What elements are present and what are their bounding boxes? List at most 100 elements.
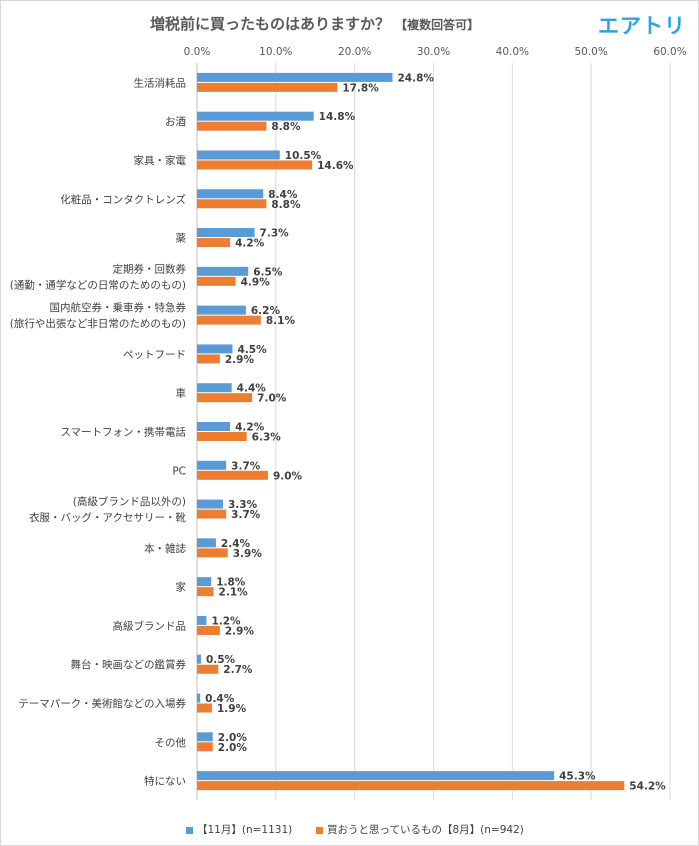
bar-series-2 <box>197 742 213 752</box>
bar-series-1 <box>197 72 393 82</box>
data-label-series-2: 2.9% <box>225 625 255 637</box>
bar-series-2 <box>197 276 236 286</box>
bar-series-2 <box>197 82 338 92</box>
data-label-series-2: 8.1% <box>266 315 296 327</box>
bar-series-1 <box>197 266 249 276</box>
bar-series-1 <box>197 577 212 587</box>
category-label: 特にない <box>144 776 186 788</box>
data-label-series-2: 14.6% <box>317 160 354 172</box>
bar-series-1 <box>197 189 264 199</box>
category-label: 化粧品・コンタクトレンズ <box>60 193 186 206</box>
x-tick-label: 60.0% <box>653 46 686 58</box>
bar-series-2 <box>197 625 220 635</box>
category-label: 衣服・バッグ・アクセサリー・靴 <box>29 511 186 524</box>
bar-series-2 <box>197 160 313 170</box>
category-label: 薬 <box>176 233 187 245</box>
data-label-series-1: 3.3% <box>228 499 258 511</box>
bar-series-2 <box>197 238 231 248</box>
data-label-series-1: 2.0% <box>218 732 248 744</box>
legend-item-series-1: 【11月】(n=1131) <box>186 822 292 837</box>
chart-title-main: 増税前に買ったものはありますか？ <box>150 15 391 33</box>
data-label-series-2: 4.2% <box>235 238 265 250</box>
bar-series-1 <box>197 654 201 664</box>
x-tick-label: 0.0% <box>184 46 211 58</box>
data-label-series-1: 3.7% <box>231 460 261 472</box>
data-label-series-2: 8.8% <box>271 199 301 211</box>
data-label-series-2: 7.0% <box>257 393 287 405</box>
data-label-series-1: 10.5% <box>285 150 322 162</box>
category-label: ペットフード <box>123 349 186 361</box>
data-label-series-2: 8.8% <box>271 121 301 133</box>
bar-series-2 <box>197 393 253 403</box>
brand-logo: エアトリ <box>598 14 686 38</box>
category-label: 舞台・映画などの鑑賞券 <box>71 658 187 671</box>
category-label: その他 <box>155 736 187 749</box>
bar-series-1 <box>197 422 231 431</box>
data-label-series-2: 2.1% <box>219 587 249 599</box>
bar-series-2 <box>197 781 625 791</box>
bar-series-2 <box>197 354 220 364</box>
bar-series-1 <box>197 383 232 393</box>
category-label: 定期券・回数券 <box>113 262 187 275</box>
data-label-series-1: 1.2% <box>211 615 241 627</box>
legend-swatch-series-1 <box>186 826 193 834</box>
data-label-series-1: 4.4% <box>237 383 267 395</box>
bar-series-1 <box>197 615 207 625</box>
data-label-series-2: 6.3% <box>252 432 282 444</box>
data-label-series-2: 54.2% <box>629 781 666 793</box>
category-label: PC <box>172 465 186 477</box>
bar-series-2 <box>197 121 267 131</box>
bar-series-2 <box>197 315 261 325</box>
data-label-series-1: 4.5% <box>237 344 267 356</box>
data-label-series-2: 9.0% <box>273 470 303 482</box>
bar-series-2 <box>197 664 219 674</box>
data-label-series-1: 0.5% <box>206 654 236 666</box>
data-label-series-1: 1.8% <box>216 577 246 589</box>
x-tick-label: 10.0% <box>259 46 292 58</box>
data-label-series-1: 6.5% <box>253 266 283 278</box>
bar-series-2 <box>197 509 227 519</box>
category-label: 生活消耗品 <box>134 76 187 89</box>
chart-title-sub: 【複数回答可】 <box>395 18 480 32</box>
data-label-series-2: 2.7% <box>223 664 253 676</box>
data-label-series-2: 3.9% <box>233 548 263 560</box>
data-label-series-2: 4.9% <box>241 276 271 288</box>
bar-series-1 <box>197 228 255 238</box>
x-tick-label: 20.0% <box>338 46 371 58</box>
category-label: 本・雑誌 <box>144 542 186 555</box>
bar-series-1 <box>197 150 280 160</box>
legend-label-series-1: 【11月】(n=1131) <box>197 824 293 836</box>
bar-series-1 <box>197 111 314 121</box>
bar-series-1 <box>197 771 555 781</box>
data-label-series-2: 17.8% <box>342 82 379 94</box>
category-label: スマートフォン・携帯電話 <box>60 426 186 439</box>
category-label: 家 <box>176 581 187 594</box>
data-label-series-1: 6.2% <box>251 305 281 317</box>
category-label: お酒 <box>165 115 186 128</box>
bar-series-1 <box>197 693 201 703</box>
bar-series-1 <box>197 499 224 509</box>
x-tick-label: 30.0% <box>417 46 450 58</box>
bar-series-1 <box>197 344 233 354</box>
category-label: テーマパーク・美術館などの入場券 <box>18 697 186 710</box>
data-label-series-1: 7.3% <box>260 228 290 240</box>
x-tick-label: 50.0% <box>574 46 607 58</box>
category-label: 国内航空券・乗車券・特急券 <box>50 301 187 314</box>
data-label-series-1: 14.8% <box>319 111 356 123</box>
bar-series-1 <box>197 305 246 315</box>
data-label-series-1: 24.8% <box>398 72 435 84</box>
data-label-series-1: 45.3% <box>559 771 596 783</box>
bar-series-2 <box>197 703 212 713</box>
data-label-series-1: 0.4% <box>205 693 235 705</box>
bar-series-1 <box>197 460 227 470</box>
data-label-series-1: 2.4% <box>221 538 251 550</box>
data-label-series-2: 2.0% <box>218 742 248 754</box>
data-label-series-1: 4.2% <box>235 422 265 434</box>
legend-item-series-2: 買おうと思っているもの【8月】(n=942) <box>316 822 524 837</box>
bar-series-2 <box>197 587 214 597</box>
category-label: 家具・家電 <box>134 154 187 167</box>
data-label-series-2: 3.7% <box>231 509 261 521</box>
category-label: 車 <box>176 387 187 400</box>
